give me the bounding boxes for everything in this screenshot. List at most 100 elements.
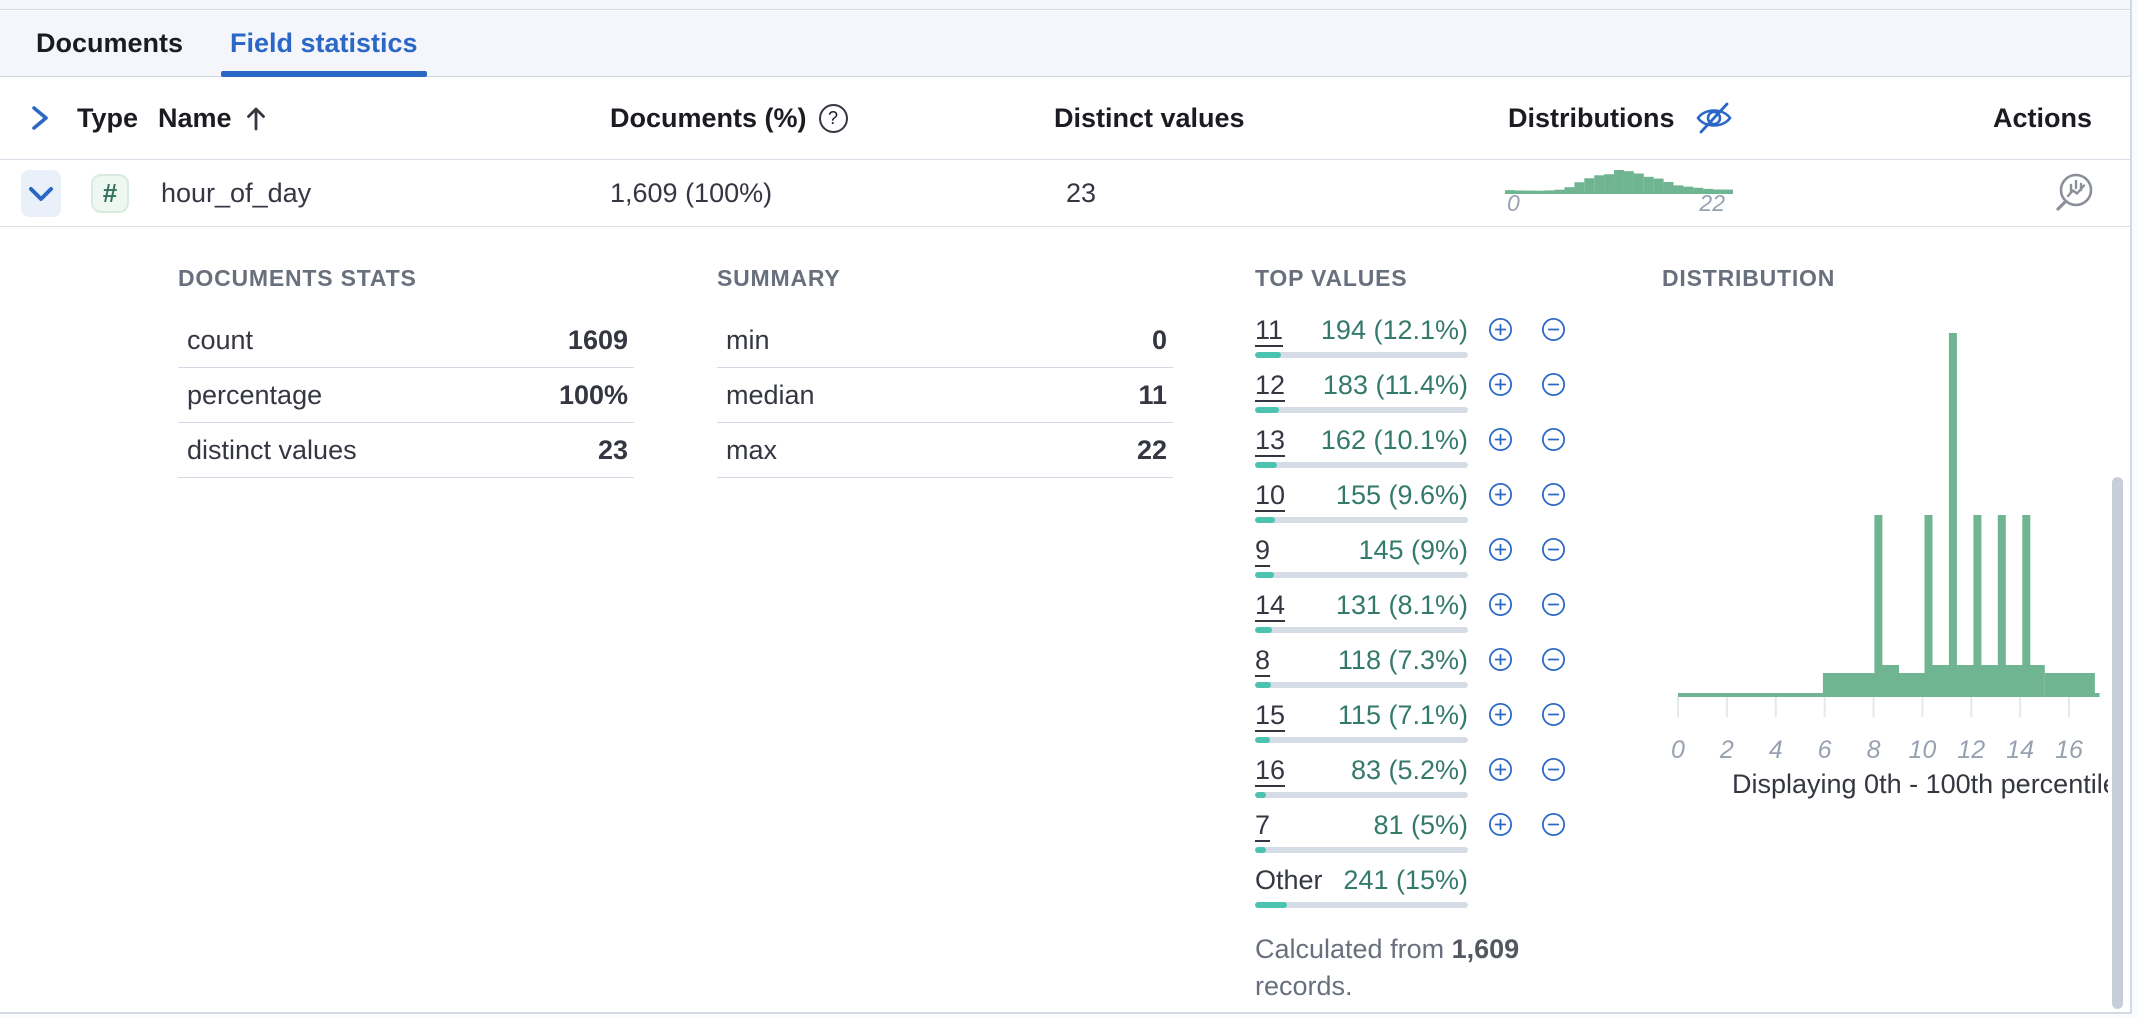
filter-for-value-button[interactable] [1488, 537, 1513, 562]
tab-documents[interactable]: Documents [36, 28, 184, 58]
filter-for-value-button[interactable] [1488, 592, 1513, 617]
plus-in-circle-icon [1488, 427, 1513, 452]
filter-out-value-button[interactable] [1541, 757, 1566, 782]
column-header-documents: Documents (%) ? [610, 77, 848, 159]
top-value-line: Other 241 (15%) [1255, 862, 1468, 897]
plus-in-circle-icon [1488, 317, 1513, 342]
svg-text:14: 14 [2006, 736, 2034, 764]
filter-for-value-button[interactable] [1488, 812, 1513, 837]
sparkline-chart [1505, 170, 1733, 194]
top-value-count: 118 (7.3%) [1337, 645, 1468, 675]
filter-out-value-button[interactable] [1541, 812, 1566, 837]
table-header: Type Name Documents (%) ? Distinct value… [0, 77, 2130, 160]
distinct-values-count: 23 [1066, 177, 1097, 208]
column-header-distributions-label: Distributions [1508, 102, 1675, 133]
stat-value: 100% [558, 379, 628, 410]
footnote-prefix: Calculated from [1255, 934, 1452, 964]
filter-out-value-button[interactable] [1541, 482, 1566, 507]
top-value-actions [1488, 702, 1566, 727]
documents-stats-title: DOCUMENTS STATS [178, 265, 417, 291]
top-value-bar [1255, 407, 1468, 413]
top-value-line: 16 83 (5.2%) [1255, 752, 1468, 787]
filter-for-value-button[interactable] [1488, 757, 1513, 782]
tab-field-statistics[interactable]: Field statistics [221, 11, 427, 77]
top-value-row: 12 183 (11.4%) [1255, 367, 1589, 422]
top-value-key[interactable]: 12 [1255, 370, 1286, 400]
top-value-bar-fill [1255, 682, 1271, 688]
filter-out-value-button[interactable] [1541, 537, 1566, 562]
stat-label: percentage [187, 379, 323, 410]
filter-for-value-button[interactable] [1488, 482, 1513, 507]
chevron-right-icon [32, 106, 48, 130]
question-in-circle-icon[interactable]: ? [818, 103, 848, 133]
top-value-line: 13 162 (10.1%) [1255, 422, 1468, 457]
top-value-actions [1488, 757, 1566, 782]
chevron-down-icon [29, 186, 53, 201]
top-value-actions [1488, 482, 1566, 507]
filter-for-value-button[interactable] [1488, 372, 1513, 397]
top-value-key[interactable]: 14 [1255, 590, 1286, 620]
filter-for-value-button[interactable] [1488, 702, 1513, 727]
top-value-key[interactable]: 16 [1255, 755, 1286, 785]
top-value-actions [1488, 427, 1566, 452]
top-value-actions [1488, 537, 1566, 562]
top-value-key[interactable]: 10 [1255, 480, 1286, 510]
explore-field-button[interactable] [2050, 170, 2098, 218]
top-value-bar-fill [1255, 627, 1273, 633]
filter-out-value-button[interactable] [1541, 592, 1566, 617]
plus-in-circle-icon [1488, 757, 1513, 782]
top-value-bar-fill [1255, 407, 1280, 413]
field-row-hour-of-day: # hour_of_day 1,609 (100%) 23 0 22 [0, 160, 2130, 227]
svg-text:4: 4 [1769, 736, 1783, 764]
top-value-bar [1255, 572, 1468, 578]
column-header-name-label: Name [158, 102, 232, 133]
filter-out-value-button[interactable] [1541, 317, 1566, 342]
eye-closed-icon[interactable] [1693, 97, 1735, 139]
vertical-scrollbar-thumb[interactable] [2112, 477, 2123, 1009]
column-header-distinct-values: Distinct values [1054, 102, 1245, 133]
top-value-key[interactable]: 7 [1255, 810, 1271, 840]
top-value-key[interactable]: 11 [1255, 315, 1284, 345]
column-header-type: Type [77, 102, 139, 133]
filter-out-value-button[interactable] [1541, 702, 1566, 727]
stat-label: min [726, 324, 770, 355]
filter-for-value-button[interactable] [1488, 317, 1513, 342]
top-value-row: 11 194 (12.1%) [1255, 312, 1589, 367]
svg-text:6: 6 [1818, 736, 1832, 764]
top-value-actions [1488, 317, 1566, 342]
top-value-key[interactable]: 8 [1255, 645, 1271, 675]
top-value-row: 13 162 (10.1%) [1255, 422, 1589, 477]
top-value-count: 81 (5%) [1373, 810, 1468, 840]
top-value-row: 7 81 (5%) [1255, 807, 1589, 862]
top-value-line: 12 183 (11.4%) [1255, 367, 1468, 402]
column-header-name[interactable]: Name [158, 77, 270, 159]
top-value-key[interactable]: 15 [1255, 700, 1286, 730]
top-value-row: 14 131 (8.1%) [1255, 587, 1589, 642]
summary-title: SUMMARY [717, 265, 841, 291]
top-value-bar [1255, 627, 1468, 633]
top-value-actions [1488, 812, 1566, 837]
top-value-key[interactable]: 13 [1255, 425, 1286, 455]
stat-label: median [726, 379, 815, 410]
collapse-row-button[interactable] [21, 170, 61, 217]
top-value-key[interactable]: 9 [1255, 535, 1271, 565]
filter-out-value-button[interactable] [1541, 647, 1566, 672]
column-header-distributions: Distributions [1508, 77, 1735, 159]
filter-for-value-button[interactable] [1488, 427, 1513, 452]
svg-text:12: 12 [1957, 736, 1985, 764]
top-value-row: 9 145 (9%) [1255, 532, 1589, 587]
filter-out-value-button[interactable] [1541, 372, 1566, 397]
minus-in-circle-icon [1541, 372, 1566, 397]
svg-text:0: 0 [1671, 736, 1685, 764]
expand-all-button[interactable] [24, 77, 54, 159]
top-value-bar [1255, 682, 1468, 688]
filter-out-value-button[interactable] [1541, 427, 1566, 452]
top-value-line: 14 131 (8.1%) [1255, 587, 1468, 622]
svg-text:16: 16 [2055, 736, 2083, 764]
top-value-bar-fill [1255, 517, 1276, 523]
filter-for-value-button[interactable] [1488, 647, 1513, 672]
svg-text:8: 8 [1867, 736, 1881, 764]
plus-in-circle-icon [1488, 372, 1513, 397]
tabs-bar: Documents Field statistics [0, 11, 2130, 77]
